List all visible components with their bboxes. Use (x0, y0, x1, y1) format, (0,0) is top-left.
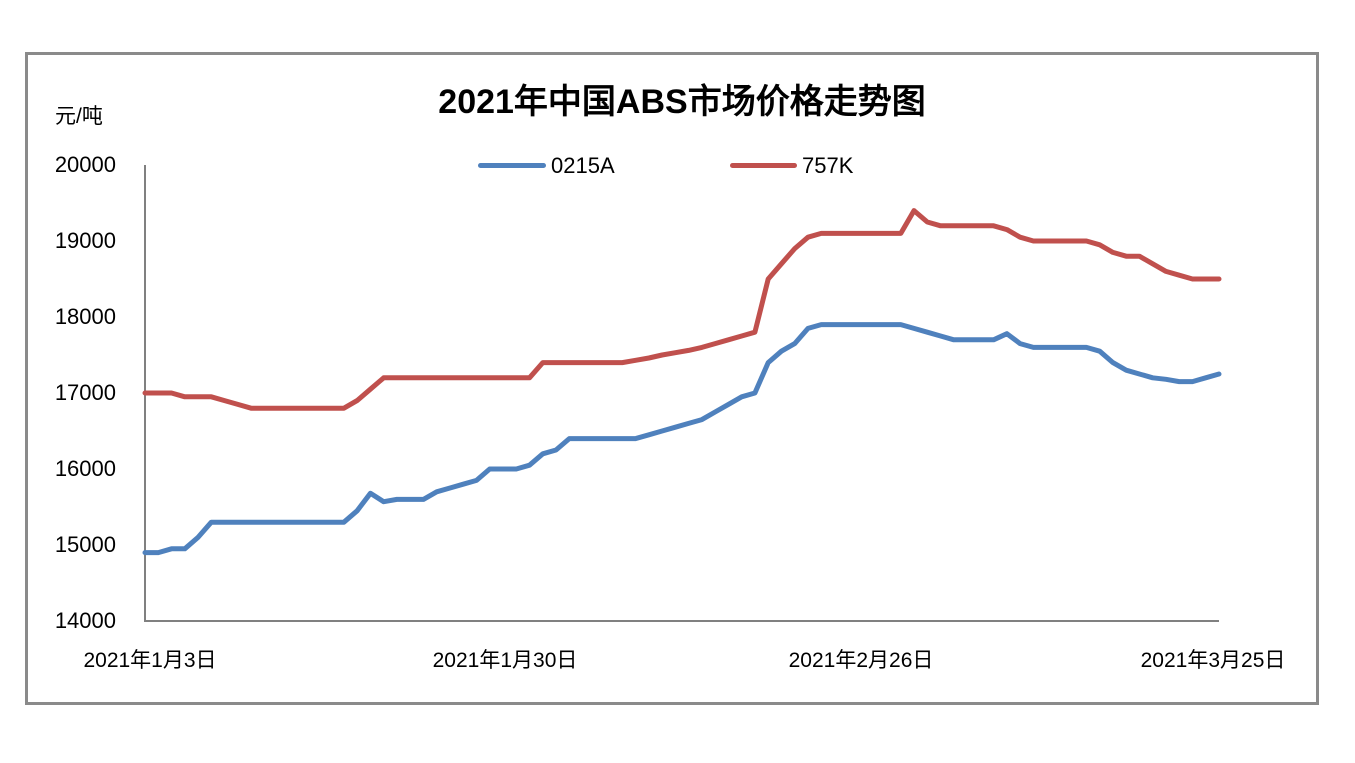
x-axis-tick-label: 2021年2月26日 (788, 649, 934, 672)
y-axis-tick-label: 15000 (54, 532, 116, 557)
y-axis-tick-label: 18000 (54, 304, 116, 329)
legend-line-0215A-icon (478, 163, 546, 168)
legend-label-757K: 757K (802, 153, 854, 178)
y-axis-tick-label: 14000 (54, 608, 116, 633)
y-axis-tick-label: 17000 (54, 380, 116, 405)
x-axis-tick-label: 2021年1月3日 (83, 649, 217, 672)
y-axis-tick-label: 16000 (54, 456, 116, 481)
series-line-0215A (142, 322, 1222, 556)
chart-border (25, 52, 1319, 705)
legend-line-757K-icon (730, 163, 797, 168)
series-line-757K (142, 208, 1222, 411)
y-axis-tick-label: 20000 (54, 152, 116, 177)
x-axis-tick-label: 2021年3月25日 (1140, 649, 1286, 672)
chart-title: 2021年中国ABS市场价格走势图 (438, 83, 926, 121)
axis-lines (144, 165, 1219, 622)
y-axis-tick-label: 19000 (54, 228, 116, 253)
x-axis-tick-label: 2021年1月30日 (432, 649, 578, 672)
legend-label-0215A: 0215A (551, 153, 615, 178)
y-axis-unit-label: 元/吨 (55, 105, 103, 128)
